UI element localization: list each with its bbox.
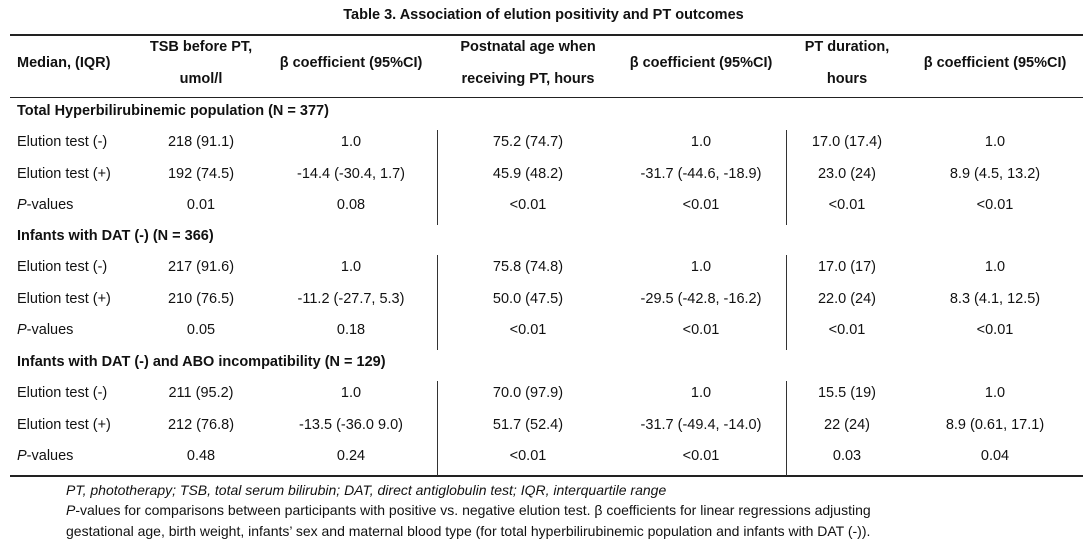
row-label: Elution test (+): [17, 290, 111, 307]
table-cell-dur: 23.0 (24): [817, 165, 877, 182]
table-cell-beta3: 0.04: [980, 448, 1010, 464]
table-cell-beta3: <0.01: [976, 197, 1014, 213]
table-cell-beta1: 0.08: [336, 197, 366, 213]
column-divider: [786, 381, 787, 476]
row-label: P-values: [17, 322, 73, 338]
header-dur-line2: hours: [826, 71, 868, 87]
table-cell-age: 45.9 (48.2): [492, 165, 564, 182]
table-cell-dur: 17.0 (17.4): [811, 134, 883, 150]
table-cell-beta3: 1.0: [984, 259, 1006, 275]
table-cell-beta3: 8.9 (0.61, 17.1): [945, 416, 1045, 433]
table-cell-beta1: 1.0: [340, 134, 362, 150]
table-cell-tsb: 218 (91.1): [167, 134, 235, 150]
table-cell-tsb: 210 (76.5): [167, 290, 235, 307]
table-cell-dur: 22.0 (24): [817, 290, 877, 307]
column-divider: [437, 130, 438, 225]
header-rule: [10, 97, 1083, 98]
row-label-rest: -values: [26, 448, 74, 464]
table-cell-beta1: 1.0: [340, 385, 362, 401]
table-cell-beta3: 1.0: [984, 134, 1006, 150]
column-divider: [437, 255, 438, 350]
row-label: Elution test (-): [17, 259, 108, 275]
table-cell-age: <0.01: [509, 322, 547, 338]
table-cell-beta2: <0.01: [682, 448, 720, 464]
header-age-line1: Postnatal age when: [460, 39, 596, 55]
section-label: Total Hyperbilirubinemic population (N =…: [17, 103, 329, 119]
table-cell-beta3: 8.9 (4.5, 13.2): [949, 165, 1041, 182]
row-label: Elution test (-): [17, 134, 108, 150]
header-median: Median, (IQR): [17, 55, 111, 71]
row-label-p-italic: P: [17, 322, 27, 338]
table-cell-beta1: 0.24: [336, 448, 366, 464]
row-label: Elution test (-): [17, 385, 108, 401]
row-label: P-values: [17, 448, 73, 464]
table-title: Table 3. Association of elution positivi…: [343, 7, 744, 23]
table-cell-dur: <0.01: [828, 322, 866, 338]
table-cell-tsb: 0.05: [186, 322, 216, 338]
footnote-p-italic: P: [66, 502, 76, 518]
table-cell-dur: 0.03: [832, 448, 862, 464]
row-label: Elution test (+): [17, 165, 111, 182]
table-cell-dur: 22 (24): [824, 416, 870, 433]
table-cell-age: 75.8 (74.8): [492, 259, 564, 275]
table-cell-beta1: -14.4 (-30.4, 1.7): [297, 165, 405, 182]
footnote-abbreviations: PT, phototherapy; TSB, total serum bilir…: [66, 482, 667, 498]
table-cell-tsb: 211 (95.2): [168, 385, 234, 401]
table-cell-beta2: -31.7 (-49.4, -14.0): [640, 416, 762, 433]
row-label-p-italic: P: [17, 448, 27, 464]
footnote-pvalues-text: -values for comparisons between particip…: [75, 502, 871, 518]
table-cell-beta2: -29.5 (-42.8, -16.2): [640, 290, 762, 307]
bottom-rule: [10, 475, 1083, 477]
section-label: Infants with DAT (-) (N = 366): [17, 228, 214, 244]
row-label-p-italic: P: [17, 197, 27, 213]
header-beta3: β coefficient (95%CI): [923, 55, 1067, 71]
table-cell-beta1: -11.2 (-27.7, 5.3): [297, 290, 405, 307]
column-divider: [437, 381, 438, 476]
table-cell-beta2: <0.01: [682, 197, 720, 213]
footnote-pvalues: P-values for comparisons between partici…: [66, 500, 871, 521]
row-label-rest: -values: [26, 322, 74, 338]
table-cell-dur: 15.5 (19): [817, 385, 877, 401]
footnote-pvalues-line2: gestational age, birth weight, infants’ …: [66, 523, 871, 539]
table-cell-beta2: 1.0: [690, 385, 712, 401]
table-cell-beta1: 0.18: [336, 322, 366, 338]
header-dur-line1: PT duration,: [804, 39, 890, 55]
row-label: P-values: [17, 197, 73, 213]
header-age-line2: receiving PT, hours: [461, 71, 595, 87]
header-tsb-line2: umol/l: [179, 71, 223, 87]
table-cell-tsb: 212 (76.8): [167, 416, 235, 433]
table-cell-dur: <0.01: [828, 197, 866, 213]
table-cell-beta1: -13.5 (-36.0 9.0): [299, 416, 403, 433]
table-cell-tsb: 217 (91.6): [167, 259, 235, 275]
table-cell-age: <0.01: [509, 197, 547, 213]
table-cell-age: 70.0 (97.9): [492, 385, 564, 401]
column-divider: [786, 130, 787, 225]
table-cell-age: 51.7 (52.4): [492, 416, 564, 433]
header-beta1: β coefficient (95%CI): [279, 55, 423, 71]
table-cell-beta3: 1.0: [984, 385, 1006, 401]
row-label: Elution test (+): [17, 416, 111, 433]
column-divider: [786, 255, 787, 350]
header-beta2: β coefficient (95%CI): [629, 55, 773, 71]
table-cell-beta3: <0.01: [976, 322, 1014, 338]
table-cell-dur: 17.0 (17): [817, 259, 877, 275]
header-tsb-line1: TSB before PT,: [149, 39, 253, 55]
table-cell-tsb: 192 (74.5): [167, 165, 235, 182]
table-cell-beta2: <0.01: [682, 322, 720, 338]
table-cell-beta3: 8.3 (4.1, 12.5): [949, 290, 1041, 307]
table-cell-tsb: 0.48: [186, 448, 216, 464]
section-label: Infants with DAT (-) and ABO incompatibi…: [17, 354, 386, 370]
table-cell-age: 75.2 (74.7): [492, 134, 564, 150]
table-cell-beta2: -31.7 (-44.6, -18.9): [640, 165, 762, 182]
top-rule: [10, 34, 1083, 36]
table-cell-beta2: 1.0: [690, 134, 712, 150]
row-label-rest: -values: [26, 197, 74, 213]
table-cell-beta2: 1.0: [690, 259, 712, 275]
table-cell-age: 50.0 (47.5): [492, 290, 564, 307]
table-cell-age: <0.01: [509, 448, 547, 464]
table-cell-beta1: 1.0: [340, 259, 362, 275]
table-cell-tsb: 0.01: [186, 197, 216, 213]
